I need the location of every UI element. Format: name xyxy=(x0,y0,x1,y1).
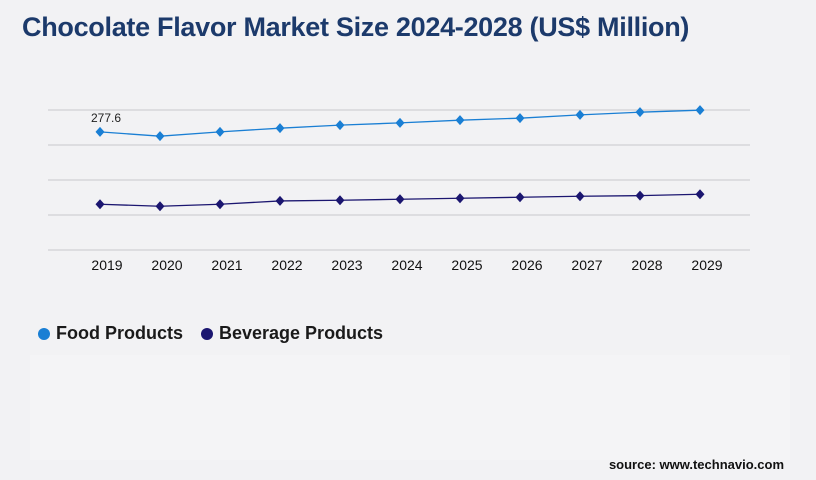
data-label: 277.6 xyxy=(91,111,121,125)
x-tick-label: 2029 xyxy=(691,257,722,273)
line-chart: 2019 2020 2021 2022 2023 2024 2025 2026 2027 2028… xyxy=(48,105,750,273)
x-tick-label: 2024 xyxy=(391,257,422,273)
data-point xyxy=(335,195,345,206)
data-point xyxy=(455,193,465,204)
legend-label-food: Food Products xyxy=(56,323,183,343)
data-point xyxy=(635,190,645,201)
x-tick-label: 2021 xyxy=(211,257,242,273)
legend-item-beverage: Beverage Products xyxy=(201,323,383,344)
data-point xyxy=(275,123,285,134)
legend-marker-beverage xyxy=(201,327,213,340)
data-point xyxy=(635,107,645,118)
data-point xyxy=(155,201,165,212)
legend-label-beverage: Beverage Products xyxy=(219,323,384,343)
data-point xyxy=(515,192,525,203)
chart-title: Chocolate Flavor Market Size 2024-2028 (… xyxy=(22,12,690,42)
x-tick-label: 2028 xyxy=(631,257,662,273)
data-point xyxy=(95,199,105,210)
data-point xyxy=(215,126,225,137)
x-tick-label: 2019 xyxy=(91,257,122,273)
blank-panel xyxy=(30,355,790,460)
data-point xyxy=(395,117,405,128)
data-point xyxy=(455,115,465,126)
x-tick-label: 2026 xyxy=(511,257,542,273)
legend-marker-food xyxy=(38,327,50,340)
data-point xyxy=(155,131,165,142)
data-point xyxy=(575,191,585,202)
x-tick-label: 2020 xyxy=(151,257,182,273)
data-point xyxy=(395,194,405,205)
x-tick-label: 2022 xyxy=(271,257,302,273)
data-point xyxy=(515,113,525,124)
legend: Food Products Beverage Products xyxy=(38,323,383,344)
data-point xyxy=(275,195,285,206)
data-point xyxy=(215,199,225,210)
x-tick-label: 2023 xyxy=(331,257,362,273)
x-tick-label: 2027 xyxy=(571,257,602,273)
data-point xyxy=(695,105,705,116)
data-point xyxy=(695,189,705,200)
x-tick-label: 2025 xyxy=(451,257,482,273)
data-point xyxy=(335,120,345,131)
legend-item-food: Food Products xyxy=(38,323,183,344)
data-point xyxy=(575,109,585,120)
source-text: source: www.technavio.com xyxy=(608,457,784,472)
data-point xyxy=(95,126,105,137)
